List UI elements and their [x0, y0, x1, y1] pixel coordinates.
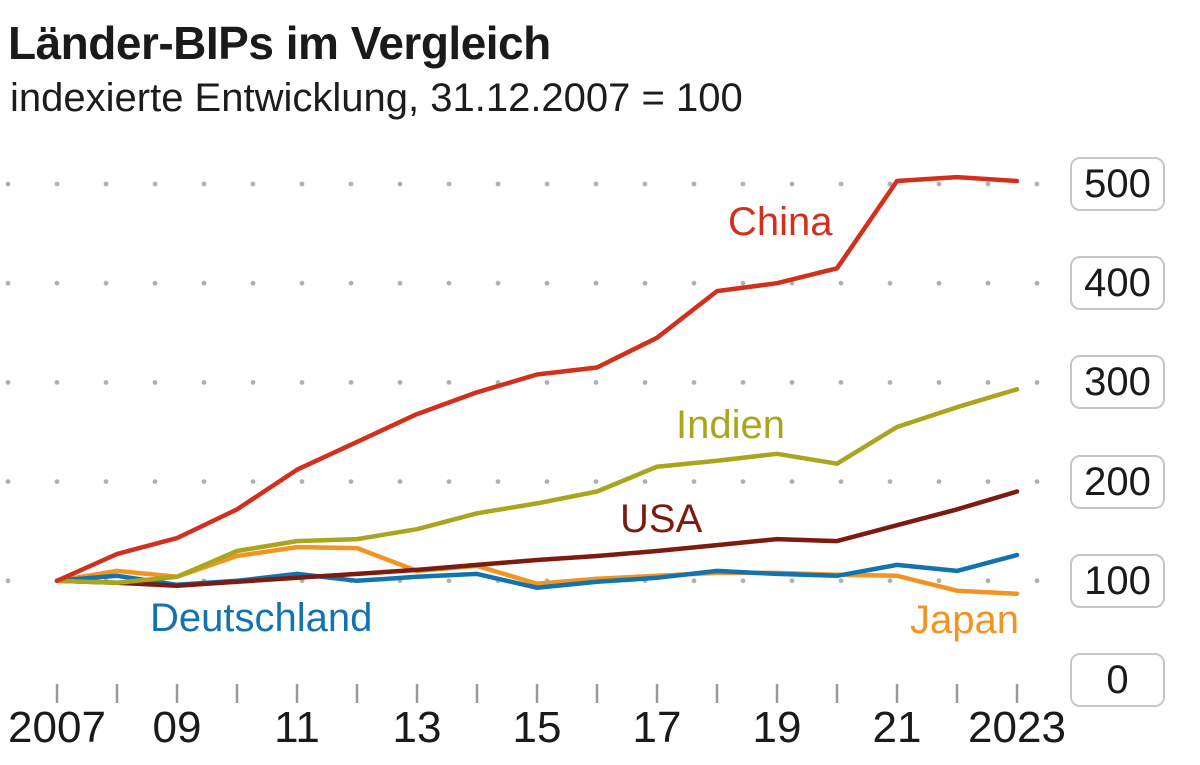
- y-axis-label-0: 0: [1070, 653, 1165, 707]
- x-axis-ticks: [55, 684, 1019, 703]
- series-label-deutschland: Deutschland: [150, 596, 373, 640]
- line-china: [54, 174, 1020, 584]
- y-axis-label-200: 200: [1070, 455, 1165, 509]
- x-tick-label-19: 19: [753, 703, 802, 752]
- series-label-indien: Indien: [676, 403, 785, 447]
- series-label-usa: USA: [620, 497, 703, 541]
- x-tick-label-13: 13: [393, 703, 442, 752]
- y-axis-label-300: 300: [1070, 355, 1165, 409]
- chart-title: Länder-BIPs im Vergleich: [8, 17, 551, 69]
- line-japan: [54, 544, 1020, 596]
- x-tick-label-21: 21: [873, 703, 922, 752]
- grid-dots: [5, 181, 1040, 584]
- y-axis-label-400: 400: [1070, 256, 1165, 310]
- x-axis-labels: 2007 09 11 13 15 17 19 21 2023: [8, 703, 1066, 752]
- x-tick-label-2007: 2007: [8, 703, 106, 752]
- line-usa: [54, 489, 1020, 589]
- x-tick-label-2023: 2023: [968, 703, 1066, 752]
- y-axis-label-100: 100: [1070, 554, 1165, 608]
- chart-subtitle: indexierte Entwicklung, 31.12.2007 = 100: [10, 76, 743, 120]
- series-lines: [54, 174, 1020, 596]
- line-indien: [54, 387, 1020, 586]
- series-label-china: China: [728, 200, 833, 244]
- y-axis-label-500: 500: [1070, 157, 1165, 211]
- series-label-japan: Japan: [910, 598, 1019, 642]
- x-tick-label-17: 17: [633, 703, 682, 752]
- x-tick-label-09: 09: [153, 703, 202, 752]
- x-tick-label-15: 15: [513, 703, 562, 752]
- x-tick-label-11: 11: [274, 703, 320, 752]
